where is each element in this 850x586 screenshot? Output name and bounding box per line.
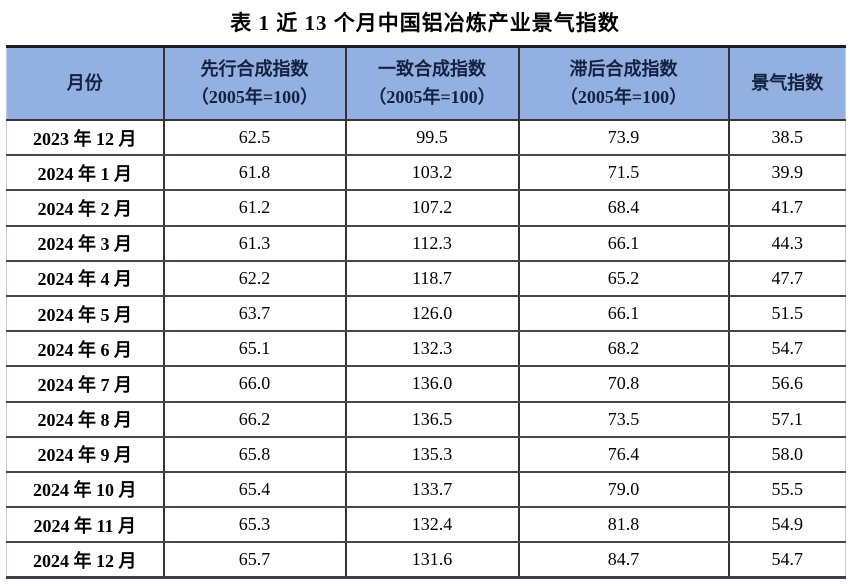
cell-lagging-index: 66.1 bbox=[517, 225, 729, 262]
column-header-leading-subnote: （2005年=100） bbox=[190, 86, 319, 107]
table-row: 2024 年 1 月 61.8 103.2 71.5 39.9 bbox=[6, 155, 846, 192]
cell-lagging-index: 65.2 bbox=[517, 260, 729, 297]
table-title: 表 1 近 13 个月中国铝冶炼产业景气指数 bbox=[230, 11, 620, 35]
cell-prosperity-index: 41.7 bbox=[727, 190, 846, 227]
column-header-month-label: 月份 bbox=[66, 72, 103, 93]
cell-prosperity-index: 44.3 bbox=[727, 225, 846, 262]
table-row: 2024 年 9 月 65.8 135.3 76.4 58.0 bbox=[6, 436, 846, 473]
table-row: 2024 年 12 月 65.7 131.6 84.7 54.7 bbox=[6, 542, 846, 580]
cell-coincident-index: 99.5 bbox=[344, 120, 519, 157]
cell-coincident-index: 132.4 bbox=[344, 507, 519, 544]
column-header-prosperity-label: 景气指数 bbox=[751, 72, 824, 93]
cell-leading-index: 61.8 bbox=[162, 155, 346, 192]
cell-coincident-index: 133.7 bbox=[344, 471, 519, 509]
cell-prosperity-index: 55.5 bbox=[727, 471, 846, 509]
cell-coincident-index: 132.3 bbox=[344, 331, 519, 368]
cell-month: 2024 年 10 月 bbox=[6, 471, 164, 509]
cell-lagging-index: 84.7 bbox=[517, 542, 729, 580]
column-header-lagging-subnote: （2005年=100） bbox=[559, 86, 688, 107]
cell-month: 2024 年 9 月 bbox=[6, 436, 164, 473]
cell-coincident-index: 118.7 bbox=[344, 260, 519, 297]
cell-leading-index: 61.3 bbox=[162, 225, 346, 262]
column-header-leading-label: 先行合成指数 bbox=[200, 58, 309, 79]
cell-prosperity-index: 57.1 bbox=[727, 401, 846, 438]
cell-leading-index: 65.1 bbox=[162, 331, 346, 368]
cell-lagging-index: 66.1 bbox=[517, 295, 729, 333]
column-header-coincident-subnote: （2005年=100） bbox=[368, 86, 496, 107]
table-header: 月份 先行合成指数 （2005年=100） 一致合成指数 （2005年=100）… bbox=[6, 45, 846, 121]
cell-month: 2024 年 12 月 bbox=[6, 542, 164, 580]
cell-prosperity-index: 54.7 bbox=[727, 542, 846, 580]
table-body: 2023 年 12 月 62.5 99.5 73.9 38.5 2024 年 1… bbox=[6, 120, 846, 580]
column-header-lagging-index: 滞后合成指数 （2005年=100） bbox=[517, 45, 729, 121]
cell-month: 2024 年 11 月 bbox=[6, 507, 164, 544]
column-header-coincident-index: 一致合成指数 （2005年=100） bbox=[344, 45, 519, 121]
cell-lagging-index: 73.5 bbox=[517, 401, 729, 438]
cell-prosperity-index: 47.7 bbox=[727, 260, 846, 297]
cell-lagging-index: 71.5 bbox=[517, 155, 729, 192]
cell-prosperity-index: 58.0 bbox=[727, 436, 846, 473]
cell-prosperity-index: 39.9 bbox=[727, 155, 846, 192]
table-row: 2024 年 10 月 65.4 133.7 79.0 55.5 bbox=[6, 471, 846, 509]
table-row: 2024 年 7 月 66.0 136.0 70.8 56.6 bbox=[6, 366, 846, 403]
cell-month: 2023 年 12 月 bbox=[6, 120, 164, 157]
cell-prosperity-index: 54.7 bbox=[727, 331, 846, 368]
cell-lagging-index: 73.9 bbox=[517, 120, 729, 157]
column-header-prosperity-index: 景气指数 bbox=[727, 45, 846, 121]
cell-prosperity-index: 54.9 bbox=[727, 507, 846, 544]
cell-prosperity-index: 51.5 bbox=[727, 295, 846, 333]
cell-leading-index: 61.2 bbox=[162, 190, 346, 227]
cell-month: 2024 年 2 月 bbox=[6, 190, 164, 227]
cell-coincident-index: 103.2 bbox=[344, 155, 519, 192]
cell-lagging-index: 79.0 bbox=[517, 471, 729, 509]
cell-month: 2024 年 1 月 bbox=[6, 155, 164, 192]
cell-leading-index: 65.4 bbox=[162, 471, 346, 509]
cell-leading-index: 63.7 bbox=[162, 295, 346, 333]
cell-leading-index: 62.2 bbox=[162, 260, 346, 297]
cell-leading-index: 65.3 bbox=[162, 507, 346, 544]
cell-coincident-index: 126.0 bbox=[344, 295, 519, 333]
cell-month: 2024 年 8 月 bbox=[6, 401, 164, 438]
column-header-month: 月份 bbox=[6, 45, 164, 121]
column-header-lagging-label: 滞后合成指数 bbox=[569, 58, 678, 79]
cell-month: 2024 年 7 月 bbox=[6, 366, 164, 403]
table-row: 2023 年 12 月 62.5 99.5 73.9 38.5 bbox=[6, 120, 846, 157]
cell-month: 2024 年 3 月 bbox=[6, 225, 164, 262]
table-row: 2024 年 4 月 62.2 118.7 65.2 47.7 bbox=[6, 260, 846, 297]
cell-leading-index: 65.8 bbox=[162, 436, 346, 473]
cell-leading-index: 66.2 bbox=[162, 401, 346, 438]
cell-month: 2024 年 6 月 bbox=[6, 331, 164, 368]
column-header-coincident-label: 一致合成指数 bbox=[378, 58, 486, 79]
cell-lagging-index: 70.8 bbox=[517, 366, 729, 403]
cell-lagging-index: 68.4 bbox=[517, 190, 729, 227]
table-row: 2024 年 6 月 65.1 132.3 68.2 54.7 bbox=[6, 331, 846, 368]
cell-month: 2024 年 5 月 bbox=[6, 295, 164, 333]
table-row: 2024 年 2 月 61.2 107.2 68.4 41.7 bbox=[6, 190, 846, 227]
column-header-leading-index: 先行合成指数 （2005年=100） bbox=[162, 45, 346, 121]
cell-lagging-index: 76.4 bbox=[517, 436, 729, 473]
cell-prosperity-index: 38.5 bbox=[727, 120, 846, 157]
table-row: 2024 年 3 月 61.3 112.3 66.1 44.3 bbox=[6, 225, 846, 262]
prosperity-index-table: 月份 先行合成指数 （2005年=100） 一致合成指数 （2005年=100）… bbox=[6, 45, 846, 580]
table-row: 2024 年 8 月 66.2 136.5 73.5 57.1 bbox=[6, 401, 846, 438]
cell-coincident-index: 112.3 bbox=[344, 225, 519, 262]
header-row: 月份 先行合成指数 （2005年=100） 一致合成指数 （2005年=100）… bbox=[6, 45, 846, 121]
table-row: 2024 年 5 月 63.7 126.0 66.1 51.5 bbox=[6, 295, 846, 333]
cell-coincident-index: 107.2 bbox=[344, 190, 519, 227]
cell-coincident-index: 136.5 bbox=[344, 401, 519, 438]
cell-prosperity-index: 56.6 bbox=[727, 366, 846, 403]
table-row: 2024 年 11 月 65.3 132.4 81.8 54.9 bbox=[6, 507, 846, 544]
cell-month: 2024 年 4 月 bbox=[6, 260, 164, 297]
cell-coincident-index: 136.0 bbox=[344, 366, 519, 403]
cell-lagging-index: 81.8 bbox=[517, 507, 729, 544]
cell-coincident-index: 135.3 bbox=[344, 436, 519, 473]
cell-lagging-index: 68.2 bbox=[517, 331, 729, 368]
cell-leading-index: 65.7 bbox=[162, 542, 346, 580]
cell-coincident-index: 131.6 bbox=[344, 542, 519, 580]
cell-leading-index: 66.0 bbox=[162, 366, 346, 403]
cell-leading-index: 62.5 bbox=[162, 120, 346, 157]
